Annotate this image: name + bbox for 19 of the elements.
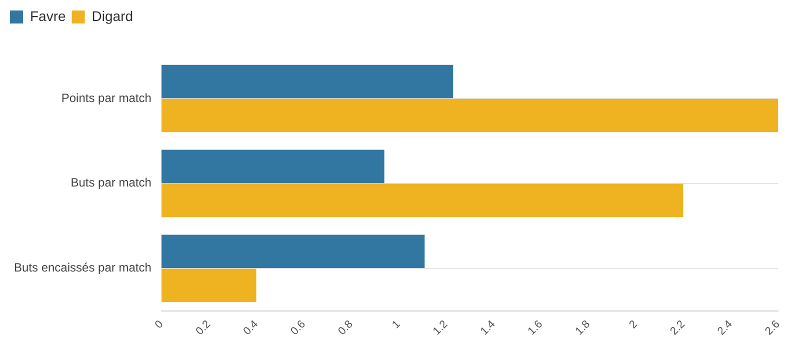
x-tick-label: 2.4: [716, 318, 735, 338]
y-tick-label: Buts encaissés par match: [14, 260, 152, 275]
legend-label: Digard: [92, 8, 134, 24]
legend-label: Favre: [30, 8, 66, 24]
y-tick-label: Points par match: [61, 90, 152, 105]
x-tick-label: 0.8: [336, 318, 356, 338]
x-tick-label: 1.8: [573, 318, 593, 338]
x-tick-label: 0.4: [241, 318, 261, 338]
y-tick-label: Buts par match: [70, 176, 152, 190]
x-tick-label: 0.2: [194, 318, 214, 338]
x-tick-label: 1.4: [478, 318, 498, 338]
x-tick-label: 0.6: [288, 318, 308, 338]
x-tick-label: 2: [627, 318, 640, 332]
x-tick-label: 1: [390, 318, 403, 332]
x-tick-label: 1.2: [430, 318, 450, 338]
x-tick-label: 1.6: [526, 318, 546, 338]
x-tick-label: 0: [152, 318, 166, 332]
x-tick-label: 2.6: [762, 318, 782, 338]
x-tick-label: 2.2: [668, 318, 688, 338]
